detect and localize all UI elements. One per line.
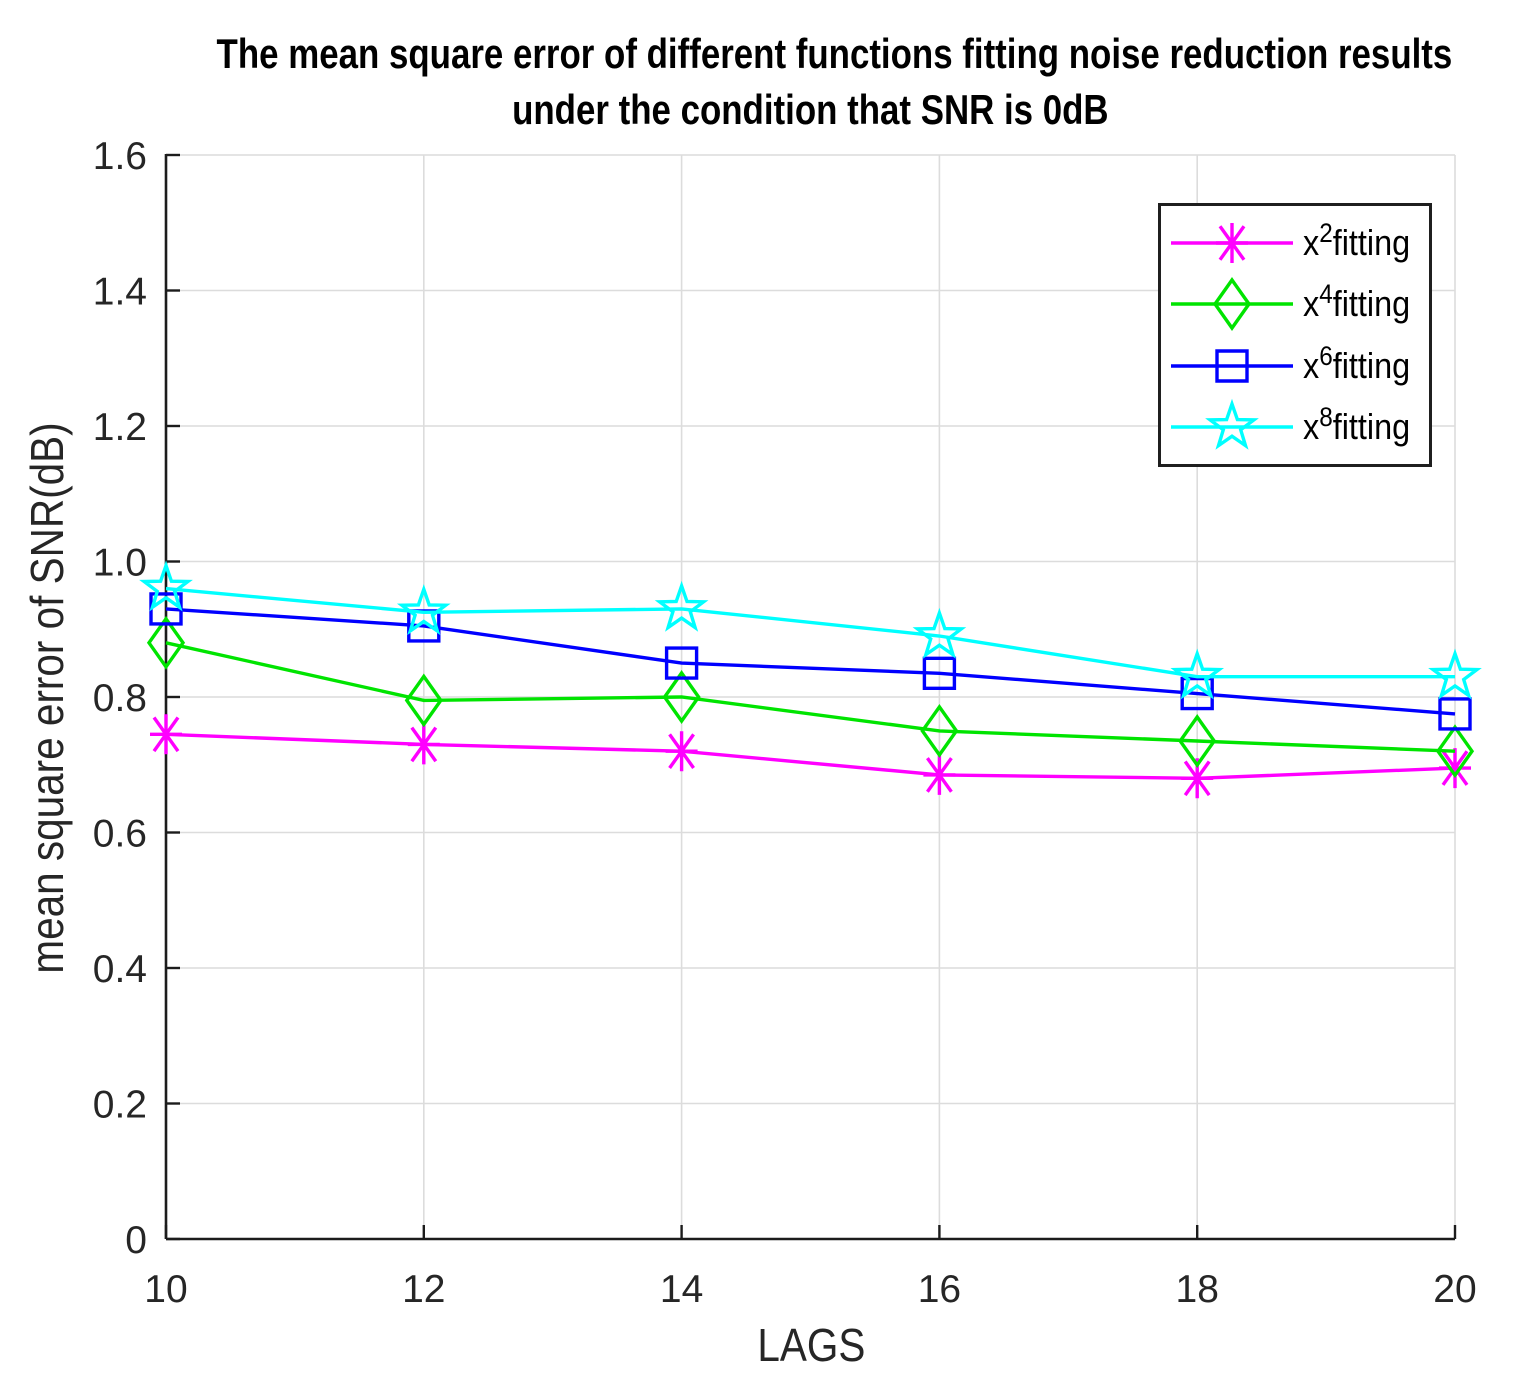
series-x-4-fitting <box>146 615 1475 779</box>
chart-title-line2: under the condition that SNR is 0dB <box>511 86 1109 133</box>
x-tick-labels: 10 12 14 16 18 20 <box>144 1268 1476 1311</box>
chart-title: The mean square error of different funct… <box>90 26 1530 138</box>
legend-label-x-4-fitting: x4fitting <box>1303 279 1411 325</box>
series-x-8-fitting <box>139 560 1482 700</box>
svg-text:0: 0 <box>125 1219 147 1262</box>
x-8-fitting-marker-icon <box>1171 399 1293 451</box>
legend-item-x-6-fitting: x6fitting <box>1161 336 1429 396</box>
legend-label-x-2-fitting: x2fitting <box>1303 217 1411 263</box>
y-tick-labels: 0 0.2 0.4 0.6 0.8 1.0 1.2 1.4 1.6 <box>93 135 147 1262</box>
legend-label-x-8-fitting: x8fitting <box>1303 402 1411 448</box>
grid-lines <box>166 154 1456 1239</box>
svg-text:1.2: 1.2 <box>93 406 147 449</box>
legend-item-x-4-fitting: x4fitting <box>1161 274 1429 334</box>
series-x-6-fitting <box>149 592 1472 731</box>
legend-item-x-2-fitting: x2fitting <box>1161 213 1429 273</box>
y-axis-label: mean square error of SNR(dB) <box>21 422 73 974</box>
x-axis-label: LAGS <box>756 1319 865 1371</box>
x-4-fitting-marker-icon <box>1171 277 1293 332</box>
svg-text:16: 16 <box>918 1268 961 1311</box>
x-2-fitting-marker-icon <box>1171 222 1293 263</box>
chart-title-line1: The mean square error of different funct… <box>216 30 1453 77</box>
svg-text:18: 18 <box>1176 1268 1219 1311</box>
svg-text:0.8: 0.8 <box>93 677 147 720</box>
legend: x2fitting x4fitting x6fitting x8fitting <box>1158 203 1432 467</box>
svg-text:20: 20 <box>1433 1268 1476 1311</box>
svg-text:0.6: 0.6 <box>93 813 147 856</box>
svg-text:1.6: 1.6 <box>93 135 147 178</box>
svg-text:1.4: 1.4 <box>93 271 147 314</box>
legend-item-x-8-fitting: x8fitting <box>1161 397 1429 457</box>
svg-text:0.2: 0.2 <box>93 1084 147 1127</box>
series-x-2-fitting <box>150 714 1471 799</box>
svg-text:14: 14 <box>660 1268 703 1311</box>
svg-text:10: 10 <box>144 1268 187 1311</box>
svg-text:1.0: 1.0 <box>93 542 147 585</box>
axes <box>164 153 1457 1241</box>
x-6-fitting-marker-icon <box>1171 349 1293 383</box>
svg-text:0.4: 0.4 <box>93 948 147 991</box>
svg-text:12: 12 <box>402 1268 445 1311</box>
legend-label-x-6-fitting: x6fitting <box>1303 340 1411 386</box>
